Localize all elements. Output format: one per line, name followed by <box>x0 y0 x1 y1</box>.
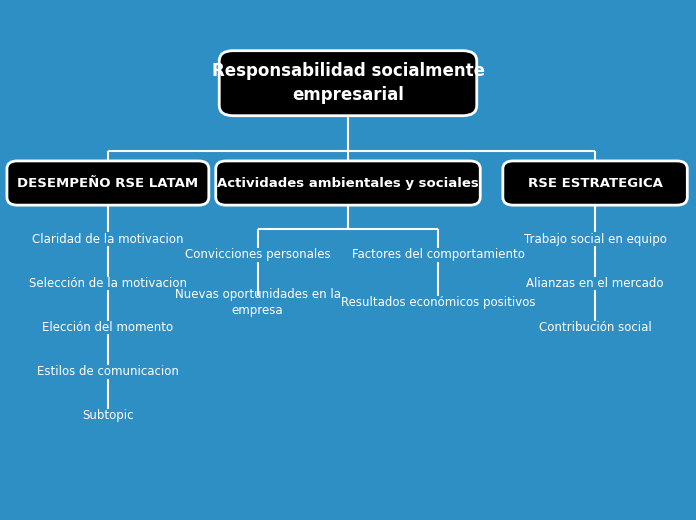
Text: Trabajo social en equipo: Trabajo social en equipo <box>523 232 667 245</box>
Text: RSE ESTRATEGICA: RSE ESTRATEGICA <box>528 176 663 189</box>
Text: Responsabilidad socialmente
empresarial: Responsabilidad socialmente empresarial <box>212 62 484 104</box>
FancyBboxPatch shape <box>503 161 688 205</box>
Text: Estilos de comunicacion: Estilos de comunicacion <box>37 365 179 379</box>
Text: Actividades ambientales y sociales: Actividades ambientales y sociales <box>217 176 479 189</box>
Text: Claridad de la motivacion: Claridad de la motivacion <box>32 232 184 245</box>
Text: DESEMPEÑO RSE LATAM: DESEMPEÑO RSE LATAM <box>17 176 198 189</box>
Text: Subtopic: Subtopic <box>82 410 134 422</box>
Text: Nuevas oportunidades en la
empresa: Nuevas oportunidades en la empresa <box>175 288 340 317</box>
Text: Selección de la motivacion: Selección de la motivacion <box>29 277 187 290</box>
FancyBboxPatch shape <box>7 161 209 205</box>
Text: Alianzas en el mercado: Alianzas en el mercado <box>526 277 664 290</box>
FancyBboxPatch shape <box>219 50 477 115</box>
Text: Convicciones personales: Convicciones personales <box>184 249 331 261</box>
Text: Elección del momento: Elección del momento <box>42 321 173 334</box>
Text: Resultados económicos positivos: Resultados económicos positivos <box>341 296 536 309</box>
Text: Factores del comportamiento: Factores del comportamiento <box>352 249 525 261</box>
FancyBboxPatch shape <box>216 161 480 205</box>
Text: Contribución social: Contribución social <box>539 321 651 334</box>
